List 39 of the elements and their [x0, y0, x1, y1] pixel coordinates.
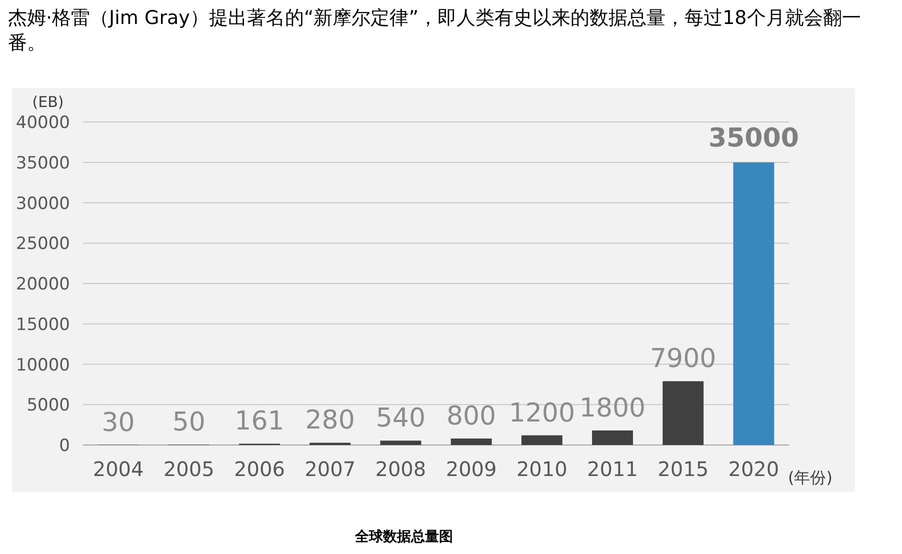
- data-label: 35000: [708, 123, 799, 154]
- bar: [380, 440, 422, 445]
- data-label: 7900: [650, 344, 716, 374]
- y-tick-label: 25000: [16, 234, 70, 254]
- y-tick-label: 40000: [16, 113, 70, 133]
- data-label: 161: [234, 406, 284, 437]
- bar: [733, 162, 774, 445]
- bar: [450, 438, 492, 445]
- x-tick-label: 2004: [92, 457, 144, 481]
- bar: [521, 435, 562, 445]
- y-tick-label: 5000: [26, 396, 70, 416]
- x-tick-label: 2009: [446, 457, 497, 481]
- y-tick-label: 0: [59, 436, 70, 456]
- x-tick-label: 2011: [587, 457, 638, 481]
- y-tick-label: 10000: [16, 355, 70, 376]
- x-tick-label: 2008: [375, 457, 426, 481]
- data-label: 50: [172, 408, 206, 438]
- bar: [592, 430, 633, 445]
- x-axis-title: (年份): [788, 468, 832, 487]
- chart-title: 杰姆·格雷（Jim Gray）提出著名的“新摩尔定律”，即人类有史以来的数据总量，每过18个月就会翻一番。: [8, 6, 862, 56]
- x-tick-label: 2007: [304, 457, 356, 481]
- x-tick-label: 2005: [163, 457, 214, 481]
- data-label: 800: [446, 402, 496, 432]
- data-label: 280: [305, 406, 355, 436]
- data-label: 1800: [579, 393, 646, 424]
- x-tick-label: 2015: [658, 457, 709, 481]
- data-label: 540: [376, 404, 426, 434]
- data-label: 1200: [508, 398, 575, 428]
- bar: [662, 381, 704, 445]
- x-tick-label: 2020: [728, 457, 780, 481]
- x-tick-label: 2010: [516, 457, 568, 481]
- y-axis-title: (EB): [32, 93, 64, 111]
- y-tick-label: 35000: [16, 153, 70, 174]
- y-tick-label: 15000: [16, 314, 70, 335]
- x-tick-label: 2006: [234, 457, 285, 481]
- y-tick-label: 20000: [16, 274, 70, 294]
- data-label: 30: [102, 408, 135, 438]
- y-tick-label: 30000: [16, 194, 70, 214]
- text: 全球数据总量图: [354, 528, 454, 546]
